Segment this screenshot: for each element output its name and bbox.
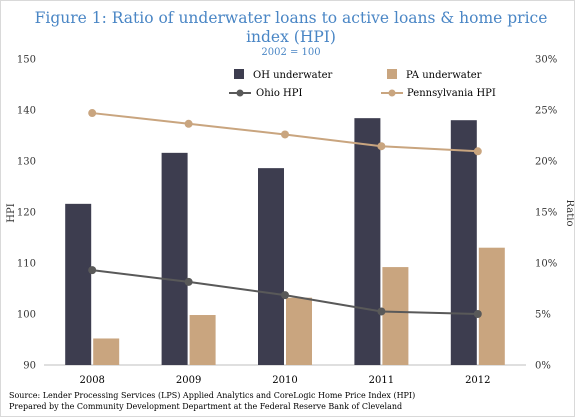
chart-subtitle: 2002 = 100	[261, 47, 320, 58]
legend-swatch-pa-underwater	[387, 69, 397, 79]
right-axis-ticks: 0% 5% 10% 15% 20% 25% 30%	[535, 55, 557, 372]
ohio-hpi-point-2012	[473, 310, 482, 318]
legend: OH underwater PA underwater Ohio HPI Pen…	[229, 69, 496, 99]
left-tick-label-150: 150	[17, 55, 36, 66]
bar-pa-underwater-2008	[93, 338, 120, 365]
x-tick-label-2008: 2008	[79, 375, 104, 386]
ohio-hpi-point-2011	[377, 307, 386, 316]
bar-oh-underwater-2012	[450, 120, 477, 365]
x-tick-label-2012: 2012	[465, 375, 490, 386]
left-axis-title: HPI	[6, 203, 17, 222]
bar-oh-underwater-2009	[161, 152, 188, 365]
x-tick-label-2010: 2010	[272, 375, 297, 386]
ohio-hpi-point-2008	[88, 266, 97, 275]
bars	[65, 118, 505, 365]
pennsylvania-hpi-point-2009	[184, 119, 193, 128]
bar-pa-underwater-2010	[286, 297, 312, 365]
left-tick-label-90: 90	[23, 361, 36, 372]
legend-marker-ohio-hpi	[236, 89, 244, 97]
right-tick-label-4: 20%	[535, 157, 557, 168]
chart-title-line1: Figure 1: Ratio of underwater loans to a…	[35, 9, 548, 27]
left-axis-ticks: 90 100 110 120 130 140 150	[17, 55, 36, 372]
bar-oh-underwater-2011	[354, 118, 381, 365]
category-labels: 2008 2009 2010 2011 2012	[79, 375, 490, 386]
pennsylvania-hpi-point-2011	[377, 142, 386, 151]
pennsylvania-hpi-point-2010	[281, 130, 289, 139]
ohio-hpi-point-2010	[281, 291, 289, 300]
legend-label-oh-underwater: OH underwater	[253, 70, 333, 81]
right-axis-title: Ratio	[564, 200, 574, 227]
right-tick-label-6: 30%	[535, 55, 557, 66]
left-tick-label-100: 100	[17, 310, 36, 321]
legend-label-pa-underwater: PA underwater	[406, 70, 482, 81]
right-tick-label-0: 0%	[535, 361, 551, 372]
right-tick-label-2: 10%	[535, 259, 557, 270]
pennsylvania-hpi-point-2008	[88, 109, 97, 118]
ohio-hpi-point-2009	[184, 277, 193, 286]
left-tick-label-130: 130	[17, 157, 36, 168]
legend-label-pennsylvania-hpi: Pennsylvania HPI	[407, 88, 496, 99]
bar-oh-underwater-2008	[65, 203, 92, 365]
legend-marker-pennsylvania-hpi	[388, 89, 396, 97]
x-tick-label-2011: 2011	[369, 375, 394, 386]
bar-pa-underwater-2011	[382, 267, 409, 365]
x-tick-label-2009: 2009	[176, 375, 201, 386]
bar-pa-underwater-2012	[478, 247, 505, 365]
pennsylvania-hpi-point-2012	[473, 147, 482, 156]
left-tick-label-120: 120	[17, 208, 36, 219]
right-tick-label-3: 15%	[535, 208, 557, 219]
left-tick-label-110: 110	[17, 259, 36, 270]
bar-oh-underwater-2010	[258, 168, 284, 365]
lines	[88, 109, 482, 318]
source-note: Source: Lender Processing Services (LPS)…	[9, 391, 415, 400]
right-tick-label-1: 5%	[535, 310, 551, 321]
left-tick-label-140: 140	[17, 106, 36, 117]
bar-pa-underwater-2009	[189, 315, 216, 365]
legend-swatch-oh-underwater	[234, 69, 244, 79]
legend-label-ohio-hpi: Ohio HPI	[256, 88, 302, 99]
chart-title-line2: index (HPI)	[246, 28, 336, 46]
prepared-by-note: Prepared by the Community Development De…	[9, 402, 402, 411]
right-tick-label-5: 25%	[535, 106, 557, 117]
